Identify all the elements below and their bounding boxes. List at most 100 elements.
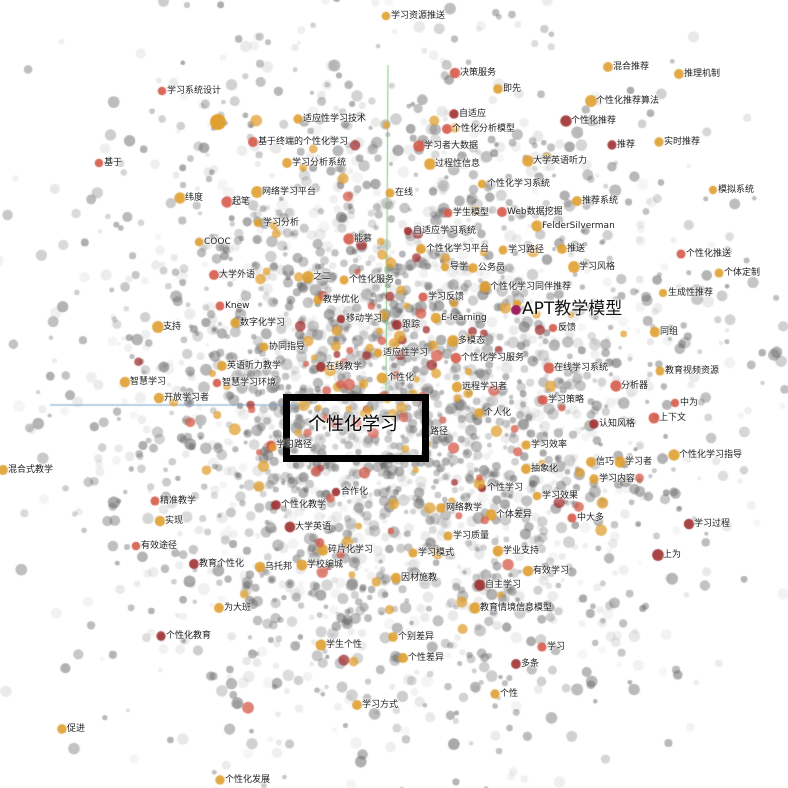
node-label[interactable]: FelderSilverman <box>542 221 615 231</box>
node-label[interactable]: 教育个性化 <box>199 559 245 569</box>
node-label[interactable]: 导学 <box>450 262 469 272</box>
node-label[interactable]: 学习效率 <box>531 440 568 450</box>
node-label[interactable]: 在线 <box>395 188 414 198</box>
node-label[interactable]: 英语听力教学 <box>227 361 282 371</box>
node-label[interactable]: 网络教学 <box>446 503 483 513</box>
node-label[interactable]: 学习者大数据 <box>424 141 479 151</box>
node-label[interactable]: COOC <box>204 237 231 247</box>
node-label[interactable]: 基于终端的个性化学习 <box>258 137 349 147</box>
node-label[interactable]: 个性化学习系统 <box>487 179 551 189</box>
node-label[interactable]: 即先 <box>503 84 522 94</box>
node-label[interactable]: 智慧学习 <box>130 377 167 387</box>
node-label[interactable]: 学生模型 <box>453 208 490 218</box>
node-label[interactable]: 学习内容 <box>599 474 636 484</box>
node-label[interactable]: 个性化学习平台 <box>426 244 490 254</box>
node-label[interactable]: 跟踪 <box>402 320 421 330</box>
node-label[interactable]: 学校编城 <box>307 560 344 570</box>
node-label[interactable]: 教育视频资源 <box>665 366 720 376</box>
node-label[interactable]: 学习分析 <box>263 218 300 228</box>
node-label[interactable]: 学习路径 <box>508 245 545 255</box>
node-label[interactable]: E-learning <box>441 313 487 323</box>
node-label[interactable]: 精准教学 <box>160 496 197 506</box>
node-label[interactable]: 在线学习系统 <box>554 363 609 373</box>
node-label[interactable]: 学习质量 <box>453 531 490 541</box>
node-label[interactable]: 模拟系统 <box>718 185 755 195</box>
node-label[interactable]: 学习模式 <box>418 548 455 558</box>
node-label[interactable]: 学习效果 <box>542 491 579 501</box>
node-label[interactable]: 基于 <box>104 158 123 168</box>
node-label[interactable]: 个性化推荐 <box>571 116 617 126</box>
node-label[interactable]: 分析器 <box>621 381 649 391</box>
node-label[interactable]: 智慧学习环境 <box>222 378 277 388</box>
node-label[interactable]: 中为 <box>680 398 699 408</box>
node-label[interactable]: 个性化服务 <box>349 275 395 285</box>
node-label[interactable]: 大学英语 <box>295 522 332 532</box>
node-label[interactable]: 学习风格 <box>579 262 616 272</box>
node-label[interactable]: 个体差异 <box>496 510 533 520</box>
node-label[interactable]: Web数据挖掘 <box>507 207 563 217</box>
node-label[interactable]: 抽象化 <box>531 464 559 474</box>
node-label[interactable]: 学习资源推送 <box>391 11 446 21</box>
node-label[interactable]: 个性 <box>500 689 519 699</box>
node-label[interactable]: 移动学习 <box>346 314 383 324</box>
node-label[interactable]: 个性化学习指导 <box>679 450 743 460</box>
node-label[interactable]: 个性化推送 <box>686 249 732 259</box>
node-label[interactable]: 协同指导 <box>269 342 306 352</box>
node-label[interactable]: 网络学习平台 <box>262 187 317 197</box>
node-label[interactable]: 个性化 <box>387 373 415 383</box>
node-label[interactable]: 有效学习 <box>533 566 570 576</box>
node-label[interactable]: 个性学习 <box>487 483 524 493</box>
node-label[interactable]: 过程性信息 <box>435 159 481 169</box>
node-label[interactable]: 促进 <box>67 724 86 734</box>
node-label[interactable]: 推荐系统 <box>582 196 619 206</box>
node-label[interactable]: 因材施教 <box>401 573 438 583</box>
node-label[interactable]: 推理机制 <box>684 69 721 79</box>
node-label[interactable]: 多模态 <box>458 336 486 346</box>
node-label[interactable]: 自适应 <box>459 109 487 119</box>
node-label[interactable]: 大学英语听力 <box>533 156 588 166</box>
node-label[interactable]: 决策服务 <box>460 68 497 78</box>
node-label[interactable]: Knew <box>225 301 250 311</box>
node-label[interactable]: 个性化教育 <box>166 631 212 641</box>
node-label[interactable]: 个性差异 <box>408 653 445 663</box>
node-label[interactable]: 大学外语 <box>219 270 256 280</box>
node-label[interactable]: 学习系统设计 <box>167 86 222 96</box>
node-label[interactable]: 之二 <box>313 272 332 282</box>
node-label[interactable]: 认知风格 <box>599 419 636 429</box>
node-label[interactable]: 远程学习者 <box>462 382 508 392</box>
node-label[interactable]: 学生个性 <box>326 640 363 650</box>
node-label[interactable]: 学习反馈 <box>428 292 465 302</box>
node-label[interactable]: 为大班 <box>224 603 252 613</box>
node-label[interactable]: 生成性推荐 <box>668 288 714 298</box>
node-label[interactable]: 实时推荐 <box>664 137 701 147</box>
node-label[interactable]: 教育情境信息模型 <box>480 603 553 613</box>
node-label[interactable]: 能慕 <box>354 234 373 244</box>
node-label[interactable]: 学习过程 <box>694 519 731 529</box>
node-label[interactable]: 在线教学 <box>326 362 363 372</box>
node-label[interactable]: 中大多 <box>577 513 605 523</box>
node-label[interactable]: 学习 <box>547 642 566 652</box>
node-label[interactable]: 推送 <box>567 244 586 254</box>
node-label[interactable]: 混合式教学 <box>8 465 54 475</box>
node-label[interactable]: 学习者 <box>625 457 653 467</box>
node-label[interactable]: 学习路径 <box>276 440 313 450</box>
node-label[interactable]: 上下文 <box>659 413 687 423</box>
node-label[interactable]: 路径 <box>430 427 449 437</box>
node-label[interactable]: 信巧 <box>596 457 615 467</box>
node-label[interactable]: 多条 <box>521 659 540 669</box>
node-label[interactable]: 纬度 <box>185 193 204 203</box>
node-label[interactable]: 自主学习 <box>485 580 522 590</box>
node-label[interactable]: 开放学习者 <box>164 393 210 403</box>
node-label[interactable]: 推荐 <box>617 140 636 150</box>
node-label[interactable]: 数字化学习 <box>240 318 286 328</box>
node-label[interactable]: 个性化推荐算法 <box>596 96 660 106</box>
node-label[interactable]: 学习方式 <box>362 700 399 710</box>
node-label[interactable]: 个性化学习服务 <box>461 353 525 363</box>
highlight-label[interactable]: APT教学模型 <box>522 299 623 319</box>
node-label[interactable]: 合作化 <box>341 487 369 497</box>
node-label[interactable]: 学业支持 <box>503 546 540 556</box>
node-label[interactable]: 教学优化 <box>323 295 360 305</box>
node-label[interactable]: 个体定制 <box>724 268 761 278</box>
node-label[interactable]: 自适应学习系统 <box>413 226 477 236</box>
